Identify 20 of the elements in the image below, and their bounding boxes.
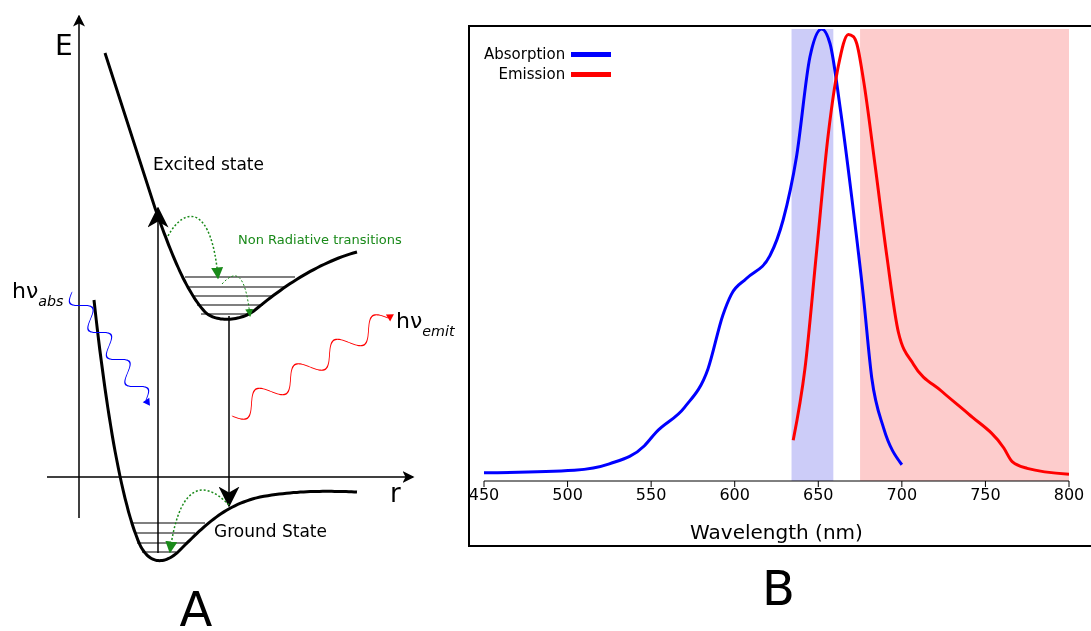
x-tick-label: 450 (468, 485, 500, 505)
text: E (55, 29, 73, 62)
text: Ground State (214, 521, 327, 541)
text: A (179, 581, 213, 631)
text: B (761, 560, 796, 616)
text: Non Radiative transitions (238, 232, 403, 247)
text: hν$_{abs}$ (12, 278, 65, 309)
x-tick-label: 500 (552, 485, 583, 505)
legend-label: Absorption (484, 45, 566, 63)
x-tick-label: 600 (719, 485, 750, 505)
x-tick-label: 700 (886, 485, 918, 505)
legend-label: Emission (498, 65, 566, 83)
x-tick-label: 650 (803, 485, 834, 505)
text: Excited state (153, 154, 264, 174)
x-tick-label: 800 (1053, 485, 1085, 505)
x-axis-title: Wavelength (nm) (690, 520, 863, 544)
text: hν$_{emit}$ (396, 308, 456, 339)
text: r (390, 478, 401, 508)
x-tick-label: 550 (635, 485, 667, 505)
x-tick-label: 750 (970, 485, 1001, 505)
